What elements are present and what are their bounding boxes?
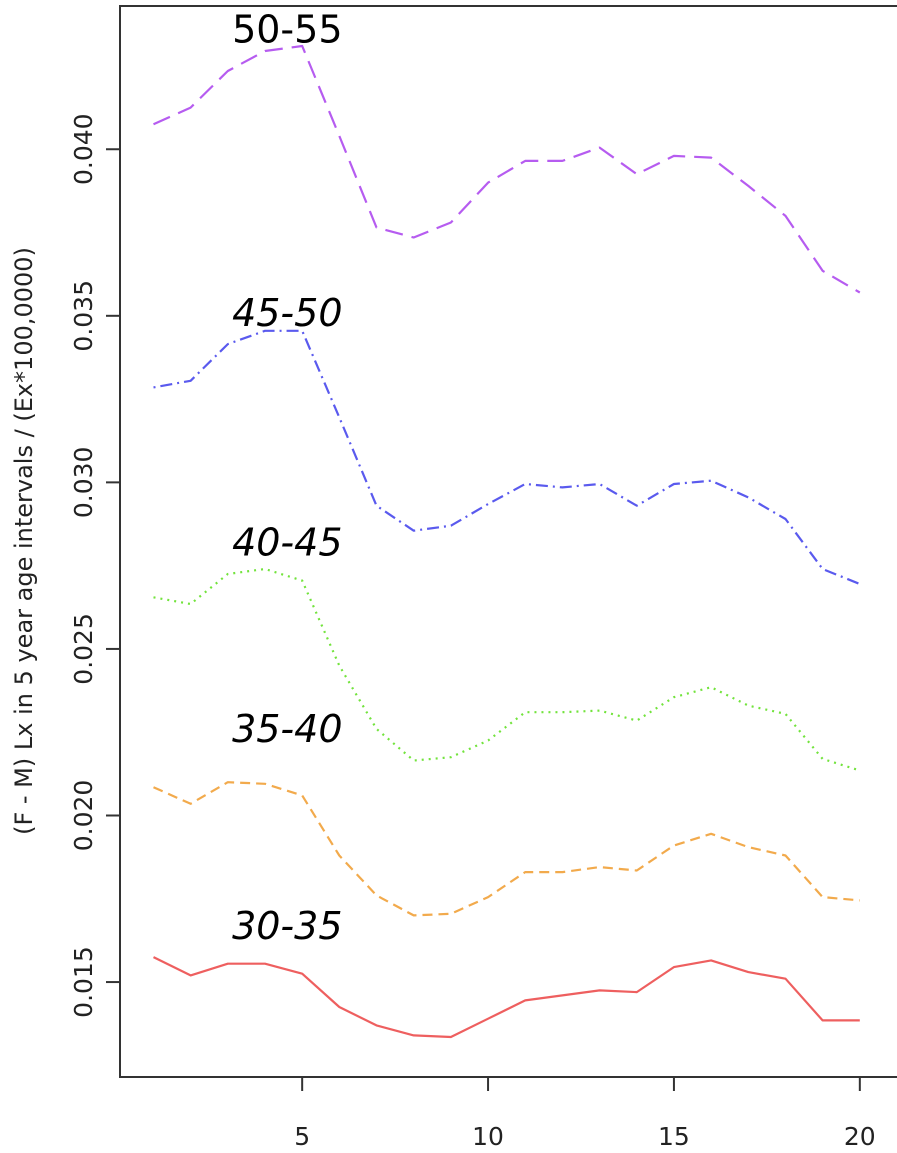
series-label-50-55: 50-55: [232, 8, 342, 52]
series-labels: 50-55 45-50 40-45 35-40 30-35: [232, 8, 342, 948]
series-label-30-35: 30-35: [232, 904, 342, 948]
series-line-35-40: [153, 781, 860, 917]
plot-axes: [119, 5, 897, 1078]
y-axis-title: (F - M) Lx in 5 year age intervals / (Ex…: [10, 247, 38, 835]
x-tick-label: 5: [294, 1122, 310, 1151]
y-axis-ticks: 0.015 0.020 0.025 0.030 0.035 0.040: [69, 113, 120, 1018]
y-tick-label: 0.035: [69, 280, 98, 352]
y-tick-label: 0.030: [69, 447, 98, 519]
y-tick-label: 0.040: [69, 113, 98, 185]
y-tick-label: 0.025: [69, 613, 98, 685]
series-label-45-50: 45-50: [232, 291, 342, 335]
series-line-45-50: [153, 329, 861, 586]
plot-frame: [119, 5, 897, 1078]
x-tick-label: 20: [844, 1122, 876, 1151]
y-tick-label: 0.020: [69, 780, 98, 852]
x-axis-ticks: 5 10 15 20: [294, 1077, 876, 1151]
y-tick-label: 0.015: [69, 946, 98, 1018]
series-line-30-35: [153, 956, 860, 1039]
series-label-40-45: 40-45: [232, 521, 342, 565]
x-tick-label: 10: [472, 1122, 504, 1151]
series-lines: [153, 44, 861, 1039]
series-line-50-55: [153, 44, 861, 294]
x-tick-label: 15: [658, 1122, 690, 1151]
series-label-35-40: 35-40: [232, 707, 342, 751]
